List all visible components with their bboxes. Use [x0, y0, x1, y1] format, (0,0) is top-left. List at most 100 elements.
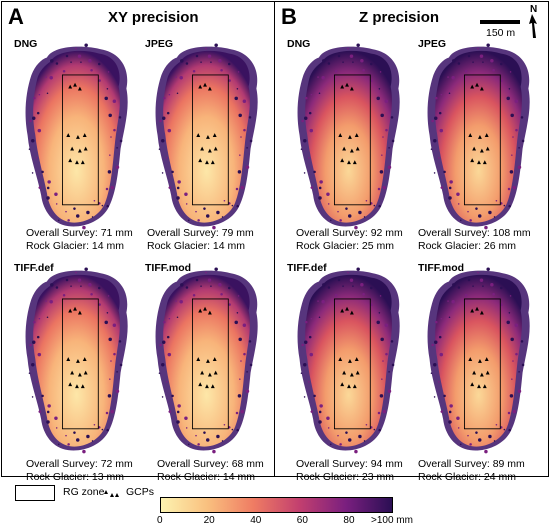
noise-speckle: [342, 285, 344, 287]
noise-speckle: [493, 216, 496, 218]
panel-b-letter: B: [281, 4, 297, 29]
noise-speckle: [363, 440, 366, 442]
scale-bar: [480, 20, 520, 24]
noise-speckle: [106, 312, 109, 314]
noise-speckle: [33, 320, 36, 324]
noise-speckle: [82, 449, 86, 454]
rg-zone-rect: [61, 74, 99, 206]
noise-speckle: [385, 128, 388, 132]
noise-speckle: [75, 47, 77, 50]
gcp-marker: [76, 359, 80, 363]
panel-a-letter: A: [8, 4, 24, 29]
noise-speckle: [435, 96, 438, 100]
noise-speckle: [162, 116, 166, 121]
noise-speckle: [451, 300, 455, 304]
noise-speckle: [506, 320, 510, 325]
noise-speckle: [220, 68, 223, 72]
noise-speckle: [381, 378, 383, 380]
noise-speckle: [310, 93, 313, 96]
noise-speckle: [303, 396, 306, 398]
gcp-marker: [478, 359, 482, 363]
noise-speckle: [327, 427, 330, 429]
noise-speckle: [112, 99, 117, 103]
noise-speckle: [360, 59, 364, 63]
noise-speckle: [161, 396, 164, 398]
noise-speckle: [378, 312, 381, 314]
noise-speckle: [508, 204, 511, 208]
gcp-marker: [349, 148, 354, 153]
noise-speckle: [492, 292, 495, 296]
noise-speckle: [495, 199, 498, 202]
gcp-marker: [83, 370, 88, 375]
noise-speckle: [515, 352, 518, 356]
noise-speckle: [509, 170, 514, 174]
noise-speckle: [390, 340, 394, 343]
gcp-marker: [345, 306, 349, 311]
noise-speckle: [41, 170, 44, 174]
noise-speckle: [185, 286, 189, 289]
rg-zone-legend-label: RG zone: [63, 486, 105, 498]
noise-speckle: [167, 128, 172, 133]
noise-speckle: [205, 47, 207, 50]
noise-speckle: [517, 165, 522, 169]
gcp-marker: [66, 133, 71, 137]
noise-speckle: [467, 434, 469, 437]
noise-speckle: [380, 113, 384, 118]
noise-speckle: [184, 416, 188, 420]
gcp-marker: [210, 160, 215, 165]
noise-speckle: [205, 271, 207, 274]
noise-speckle: [308, 111, 312, 115]
noise-speckle: [384, 99, 389, 103]
noise-speckle: [479, 278, 484, 282]
noise-speckle: [310, 186, 314, 189]
noise-speckle: [195, 210, 197, 213]
map-label-a-jpeg: JPEG: [145, 38, 174, 50]
noise-speckle: [477, 271, 479, 274]
gcp-marker: [347, 160, 351, 165]
gcp-marker: [206, 135, 210, 139]
noise-speckle: [107, 394, 112, 398]
noise-speckle: [166, 157, 168, 159]
noise-speckle: [354, 449, 358, 454]
gcp-marker: [70, 146, 75, 151]
noise-speckle: [180, 59, 184, 63]
noise-speckle: [98, 303, 101, 306]
noise-speckle: [301, 343, 304, 347]
noise-speckle: [448, 92, 451, 95]
noise-speckle: [31, 363, 35, 367]
stats-b-tiffdef: Overall Survey: 94 mm Rock Glacier: 23 m…: [296, 458, 403, 484]
precision-map: [25, 267, 128, 454]
panel-a-title: XY precision: [108, 9, 199, 26]
noise-speckle: [349, 54, 354, 58]
noise-speckle: [57, 443, 60, 446]
panel-b-frame: [274, 1, 549, 477]
noise-speckle: [521, 139, 525, 143]
noise-speckle: [377, 411, 381, 415]
noise-speckle: [457, 427, 460, 429]
gcp-marker: [472, 370, 477, 375]
noise-speckle: [36, 111, 40, 115]
map-label-a-tiffmod: TIFF.mod: [145, 262, 192, 274]
noise-speckle: [107, 295, 110, 297]
stats-b-jpeg: Overall Survey: 108 mm Rock Glacier: 26 …: [418, 227, 531, 253]
noise-speckle: [521, 363, 525, 367]
gcp-marker: [352, 384, 357, 389]
gcp-marker: [200, 370, 205, 375]
noise-speckle: [112, 323, 117, 327]
rock-glacier-text: Rock Glacier: 14 mm: [147, 240, 246, 252]
noise-speckle: [348, 214, 352, 218]
gcp-marker: [68, 308, 73, 313]
noise-speckle: [339, 219, 342, 222]
noise-speckle: [438, 335, 442, 339]
gcp-marker: [470, 308, 475, 313]
noise-speckle: [88, 59, 92, 63]
noise-speckle: [179, 300, 183, 304]
gcp-marker: [479, 148, 484, 153]
gcp-marker: [477, 384, 481, 389]
noise-speckle: [161, 363, 165, 367]
rg-zone-rect: [333, 298, 371, 430]
noise-speckle: [345, 431, 348, 434]
noise-speckle: [486, 43, 490, 48]
noise-speckle: [337, 54, 341, 58]
gcp-marker: [354, 133, 359, 137]
